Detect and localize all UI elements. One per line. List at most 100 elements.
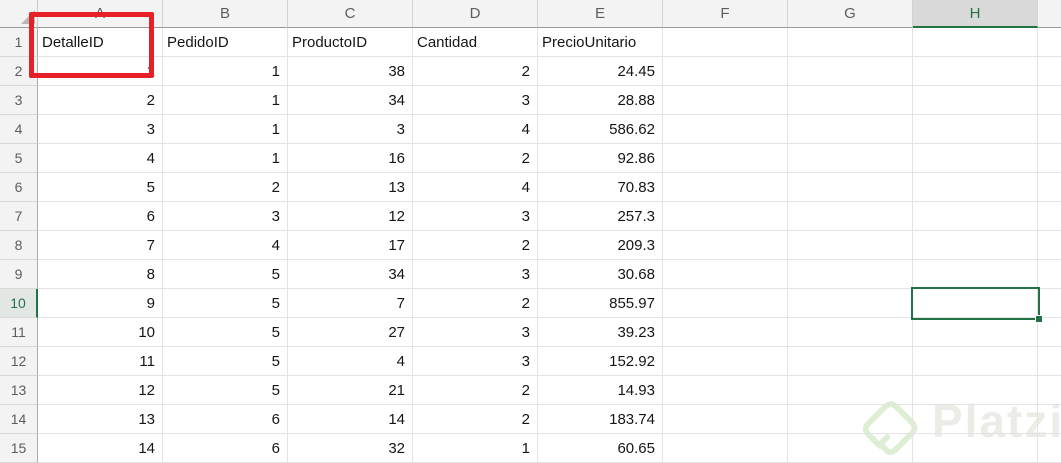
cell-D8[interactable]: 2: [413, 231, 538, 260]
cell-B14[interactable]: 6: [163, 405, 288, 434]
cell-D10[interactable]: 2: [413, 289, 538, 318]
cell-F1[interactable]: [663, 28, 788, 57]
cell-H3[interactable]: [913, 86, 1038, 115]
cell-D5[interactable]: 2: [413, 144, 538, 173]
cell-E3[interactable]: 28.88: [538, 86, 663, 115]
cell-E11[interactable]: 39.23: [538, 318, 663, 347]
cell-D2[interactable]: 2: [413, 57, 538, 86]
cell-B5[interactable]: 1: [163, 144, 288, 173]
cell-B12[interactable]: 5: [163, 347, 288, 376]
cell-F5[interactable]: [663, 144, 788, 173]
cell-F4[interactable]: [663, 115, 788, 144]
cell-A6[interactable]: 5: [38, 173, 163, 202]
cell-G11[interactable]: [788, 318, 913, 347]
cell-A7[interactable]: 6: [38, 202, 163, 231]
cell-C12[interactable]: 4: [288, 347, 413, 376]
cell-A13[interactable]: 12: [38, 376, 163, 405]
column-header-F[interactable]: F: [663, 0, 788, 28]
cell-F2[interactable]: [663, 57, 788, 86]
cell-D11[interactable]: 3: [413, 318, 538, 347]
cell-G2[interactable]: [788, 57, 913, 86]
cell-B11[interactable]: 5: [163, 318, 288, 347]
cell-A15[interactable]: 14: [38, 434, 163, 463]
cell-C11[interactable]: 27: [288, 318, 413, 347]
cell-A11[interactable]: 10: [38, 318, 163, 347]
cell-H13[interactable]: [913, 376, 1038, 405]
row-header-7[interactable]: 7: [0, 202, 38, 231]
cell-H5[interactable]: [913, 144, 1038, 173]
row-header-11[interactable]: 11: [0, 318, 38, 347]
cell-E9[interactable]: 30.68: [538, 260, 663, 289]
cell-E15[interactable]: 60.65: [538, 434, 663, 463]
cell-C5[interactable]: 16: [288, 144, 413, 173]
cell-A5[interactable]: 4: [38, 144, 163, 173]
cell-H10[interactable]: [913, 289, 1038, 318]
cell-F7[interactable]: [663, 202, 788, 231]
column-header-E[interactable]: E: [538, 0, 663, 28]
selected-cell-outline[interactable]: [911, 287, 1043, 323]
cell-G7[interactable]: [788, 202, 913, 231]
cell-G14[interactable]: [788, 405, 913, 434]
cell-E2[interactable]: 24.45: [538, 57, 663, 86]
cell-C14[interactable]: 14: [288, 405, 413, 434]
cell-B13[interactable]: 5: [163, 376, 288, 405]
column-header-G[interactable]: G: [788, 0, 913, 28]
cell-H8[interactable]: [913, 231, 1038, 260]
row-header-8[interactable]: 8: [0, 231, 38, 260]
cell-E4[interactable]: 586.62: [538, 115, 663, 144]
row-header-15[interactable]: 15: [0, 434, 38, 463]
cell-F9[interactable]: [663, 260, 788, 289]
cell-H14[interactable]: [913, 405, 1038, 434]
row-header-12[interactable]: 12: [0, 347, 38, 376]
cell-B3[interactable]: 1: [163, 86, 288, 115]
cell-B15[interactable]: 6: [163, 434, 288, 463]
cell-F6[interactable]: [663, 173, 788, 202]
column-header-B[interactable]: B: [163, 0, 288, 28]
cell-B2[interactable]: 1: [163, 57, 288, 86]
cell-C7[interactable]: 12: [288, 202, 413, 231]
cell-G12[interactable]: [788, 347, 913, 376]
cell-F3[interactable]: [663, 86, 788, 115]
cell-G13[interactable]: [788, 376, 913, 405]
cell-H7[interactable]: [913, 202, 1038, 231]
cell-H12[interactable]: [913, 347, 1038, 376]
cell-E10[interactable]: 855.97: [538, 289, 663, 318]
cell-F11[interactable]: [663, 318, 788, 347]
row-header-13[interactable]: 13: [0, 376, 38, 405]
cell-D1[interactable]: Cantidad: [413, 28, 538, 57]
column-header-H[interactable]: H: [913, 0, 1038, 28]
fill-handle[interactable]: [1035, 315, 1043, 323]
cell-C4[interactable]: 3: [288, 115, 413, 144]
cell-D7[interactable]: 3: [413, 202, 538, 231]
cell-B1[interactable]: PedidoID: [163, 28, 288, 57]
cell-B7[interactable]: 3: [163, 202, 288, 231]
column-header-D[interactable]: D: [413, 0, 538, 28]
cell-F10[interactable]: [663, 289, 788, 318]
row-header-3[interactable]: 3: [0, 86, 38, 115]
cell-B6[interactable]: 2: [163, 173, 288, 202]
cell-F8[interactable]: [663, 231, 788, 260]
cell-H6[interactable]: [913, 173, 1038, 202]
row-header-6[interactable]: 6: [0, 173, 38, 202]
cell-H4[interactable]: [913, 115, 1038, 144]
cell-G6[interactable]: [788, 173, 913, 202]
cell-G15[interactable]: [788, 434, 913, 463]
cell-G10[interactable]: [788, 289, 913, 318]
cell-A1[interactable]: DetalleID: [38, 28, 163, 57]
cell-G3[interactable]: [788, 86, 913, 115]
cell-C8[interactable]: 17: [288, 231, 413, 260]
cell-E7[interactable]: 257.3: [538, 202, 663, 231]
cell-C15[interactable]: 32: [288, 434, 413, 463]
cell-G8[interactable]: [788, 231, 913, 260]
row-header-10[interactable]: 10: [0, 289, 38, 318]
row-header-14[interactable]: 14: [0, 405, 38, 434]
cell-D14[interactable]: 2: [413, 405, 538, 434]
cell-C3[interactable]: 34: [288, 86, 413, 115]
row-header-5[interactable]: 5: [0, 144, 38, 173]
cell-B8[interactable]: 4: [163, 231, 288, 260]
cell-F13[interactable]: [663, 376, 788, 405]
cell-D6[interactable]: 4: [413, 173, 538, 202]
cell-E6[interactable]: 70.83: [538, 173, 663, 202]
cell-A4[interactable]: 3: [38, 115, 163, 144]
cell-A3[interactable]: 2: [38, 86, 163, 115]
